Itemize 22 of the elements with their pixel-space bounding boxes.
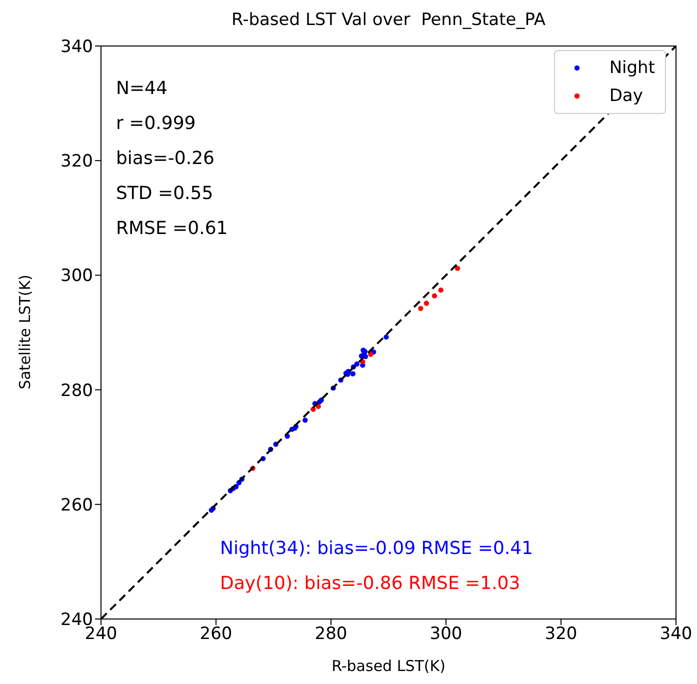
x-tick-label: 300 — [430, 624, 462, 644]
annotation: N=44 — [116, 78, 168, 99]
legend-label: Night — [609, 58, 655, 78]
chart-title: R-based LST Val over Penn_State_PA — [230, 10, 547, 30]
annotation: Night(34): bias=-0.09 RMSE =0.41 — [220, 538, 534, 559]
annotation: bias=-0.26 — [116, 148, 214, 169]
annotation: r =0.999 — [116, 113, 196, 134]
y-tick-label: 280 — [60, 380, 93, 401]
annotation: RMSE =0.61 — [116, 218, 228, 239]
y-axis-title: Satellite LST(K) — [16, 274, 34, 390]
y-tick-label: 260 — [60, 495, 93, 516]
x-axis-title: R-based LST(K) — [330, 657, 446, 675]
annotation: STD =0.55 — [116, 183, 214, 204]
x-tick-label: 340 — [660, 624, 692, 644]
y-tick-label: 300 — [60, 266, 93, 286]
x-tick-label: 280 — [314, 624, 348, 644]
annotation: Day(10): bias=-0.86 RMSE =1.03 — [220, 573, 520, 594]
legend-label: Day — [609, 86, 643, 106]
y-tick-label: 320 — [60, 152, 93, 172]
x-tick-label: 320 — [544, 624, 578, 644]
y-tick-label: 340 — [60, 37, 93, 58]
x-tick-label: 260 — [200, 624, 232, 644]
